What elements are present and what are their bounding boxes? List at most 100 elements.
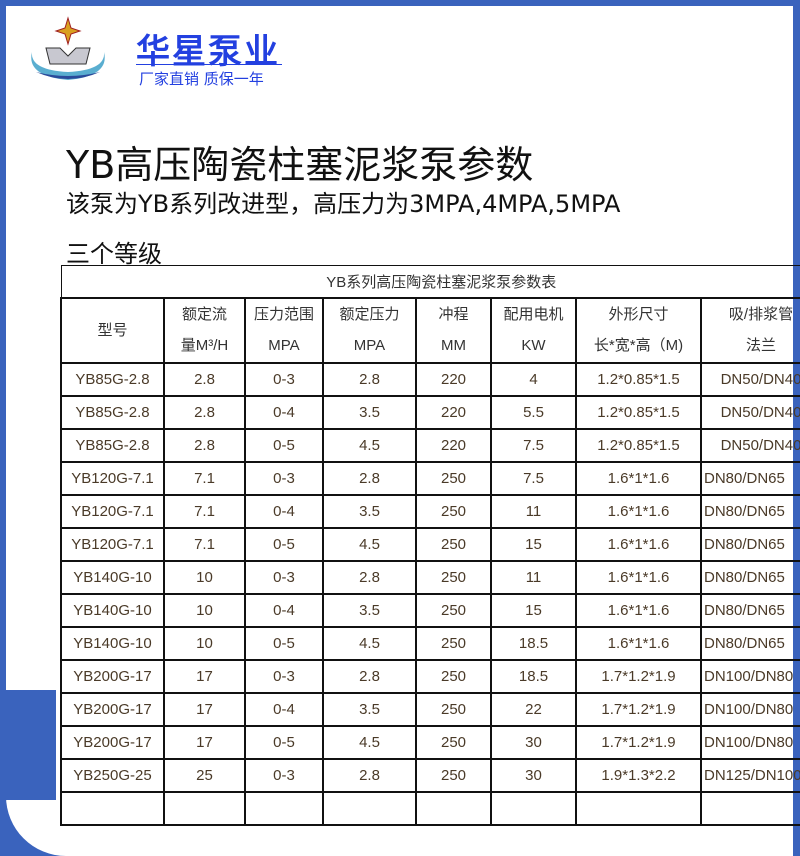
table-cell: DN80/DN65 (699, 493, 800, 529)
table-cell: DN80/DN65 (699, 625, 800, 661)
table-cell: 1.6*1*1.6 (575, 526, 702, 562)
table-cell: 0-3 (244, 559, 324, 595)
header-text: 法兰 (746, 337, 777, 354)
table-cell: 4.5 (322, 526, 417, 562)
table-cell: 7.1 (163, 493, 246, 529)
table-cell: 17 (163, 658, 246, 694)
page-title: YB高压陶瓷柱塞泥浆泵参数 (66, 143, 534, 187)
table-cell: 220 (415, 394, 492, 430)
table-cell: DN50/DN40 (699, 361, 800, 397)
table-caption: YB系列高压陶瓷柱塞泥浆泵参数表 (60, 265, 800, 299)
table-cell: 0-3 (244, 658, 324, 694)
table-header-row: 型号 额定流 量M³/H 压力范围 MPA 额定压力 MPA 冲程 MM 配用电机 KW 外形尺寸 长*… (60, 296, 800, 364)
company-logo (31, 16, 105, 80)
table-cell: 0-5 (244, 526, 324, 562)
table-cell: 4.5 (322, 724, 417, 760)
table-cell: 1.7*1.2*1.9 (575, 691, 702, 727)
table-cell: 11 (490, 493, 577, 529)
table-cell (60, 790, 165, 826)
table-cell: 0-3 (244, 460, 324, 496)
table-cell: 250 (415, 691, 492, 727)
table-cell (699, 790, 800, 826)
header-text: 压力范围 (253, 306, 314, 323)
table-cell: 220 (415, 361, 492, 397)
table-cell: 4.5 (322, 427, 417, 463)
table-row: YB200G-17 17 0-3 2.8 250 18.5 1.7*1.2*1.9 DN100… (60, 658, 800, 694)
column-header: 冲程 MM (415, 296, 492, 364)
table-cell: DN80/DN65 (699, 592, 800, 628)
table-cell: 15 (490, 526, 577, 562)
table-cell (415, 790, 492, 826)
table-cell: 4.5 (322, 625, 417, 661)
table-cell (163, 790, 246, 826)
header-text: 长*宽*高（M) (593, 337, 684, 354)
brand-slogan: 厂家直销 质保一年 (139, 70, 264, 88)
table-cell: 250 (415, 757, 492, 793)
table-row: YB140G-10 10 0-5 4.5 250 18.5 1.6*1*1.6 DN80/DN… (60, 625, 800, 661)
header-text: MPA (353, 337, 386, 354)
column-header: 型号 (60, 296, 165, 364)
brand-name: 华星泵业 (136, 32, 280, 72)
header-text: KW (521, 337, 546, 354)
table-cell: 18.5 (490, 658, 577, 694)
table-cell: DN100/DN80 (699, 658, 800, 694)
description-line: 该泵为YB系列改进型，高压力为3MPA,4MPA,5MPA (66, 190, 621, 218)
description-line-2: 三个等级 (66, 240, 162, 268)
table-cell: 3.5 (322, 394, 417, 430)
table-cell: 18.5 (490, 625, 577, 661)
table-cell: 2.8 (322, 658, 417, 694)
table-cell: 15 (490, 592, 577, 628)
table-cell: 1.6*1*1.6 (575, 460, 702, 496)
table-cell: 17 (163, 691, 246, 727)
table-cell: 0-5 (244, 625, 324, 661)
table-cell: 2.8 (163, 361, 246, 397)
table-cell (322, 790, 417, 826)
table-cell: DN125/DN100 (699, 757, 800, 793)
table-cell: 30 (490, 724, 577, 760)
table-cell: YB85G-2.8 (60, 427, 165, 463)
table-cell: 2.8 (322, 559, 417, 595)
table-row: YB120G-7.1 7.1 0-3 2.8 250 7.5 1.6*1*1.6 DN80/D… (60, 460, 800, 496)
table-cell: 220 (415, 427, 492, 463)
table-cell: 10 (163, 625, 246, 661)
column-header: 压力范围 MPA (244, 296, 324, 364)
header-text: 配用电机 (503, 306, 564, 323)
table-cell: YB120G-7.1 (60, 460, 165, 496)
brand-divider (136, 64, 282, 65)
header-text: 额定流 (181, 306, 227, 323)
header-text: 吸/排浆管 (728, 306, 794, 323)
table-cell: YB140G-10 (60, 559, 165, 595)
table-cell: DN50/DN40 (699, 427, 800, 463)
table-cell: 25 (163, 757, 246, 793)
table-row: YB140G-10 10 0-4 3.5 250 15 1.6*1*1.6 DN80/DN65 (60, 592, 800, 628)
header-text: 外形尺寸 (608, 306, 669, 323)
table-cell: YB120G-7.1 (60, 526, 165, 562)
table-cell: DN80/DN65 (699, 460, 800, 496)
table-cell: 5.5 (490, 394, 577, 430)
table-row: YB85G-2.8 2.8 0-3 2.8 220 4 1.2*0.85*1.5 DN50/D… (60, 361, 800, 397)
table-cell: 30 (490, 757, 577, 793)
table-cell: 1.2*0.85*1.5 (575, 394, 702, 430)
table-cell: 1.6*1*1.6 (575, 559, 702, 595)
table-cell: 2.8 (322, 361, 417, 397)
table-cell: 0-4 (244, 592, 324, 628)
column-header: 配用电机 KW (490, 296, 577, 364)
table-cell: 10 (163, 559, 246, 595)
table-cell: 3.5 (322, 493, 417, 529)
table-cell: 1.6*1*1.6 (575, 493, 702, 529)
header-text: MPA (268, 337, 300, 354)
table-row: YB120G-7.1 7.1 0-4 3.5 250 11 1.6*1*1.6 DN80/DN… (60, 493, 800, 529)
table-row: YB200G-17 17 0-5 4.5 250 30 1.7*1.2*1.9 DN100/D… (60, 724, 800, 760)
table-cell: 250 (415, 592, 492, 628)
table-cell: YB200G-17 (60, 658, 165, 694)
table-cell: 11 (490, 559, 577, 595)
table-cell: 0-4 (244, 691, 324, 727)
table-cell: 0-5 (244, 724, 324, 760)
table-cell: 1.6*1*1.6 (575, 592, 702, 628)
table-row: YB250G-25 25 0-3 2.8 250 30 1.9*1.3*2.2 DN125/D… (60, 757, 800, 793)
table-row: YB85G-2.8 2.8 0-5 4.5 220 7.5 1.2*0.85*1.5 DN50… (60, 427, 800, 463)
table-cell: 1.6*1*1.6 (575, 625, 702, 661)
table-cell: 250 (415, 559, 492, 595)
header-text: 量M³/H (180, 337, 229, 354)
table-row: YB140G-10 10 0-3 2.8 250 11 1.6*1*1.6 DN80/DN65 (60, 559, 800, 595)
